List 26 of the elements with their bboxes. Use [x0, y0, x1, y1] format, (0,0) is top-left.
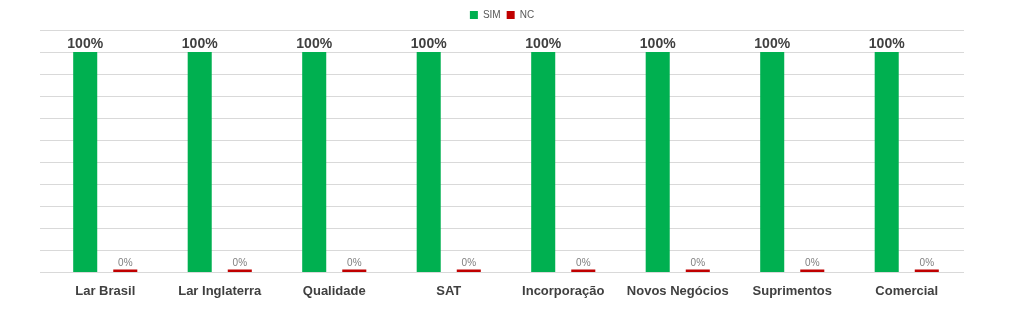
x-tick-label: Suprimentos [752, 282, 832, 298]
x-tick-label: Novos Negócios [626, 282, 729, 298]
data-label: 100% [181, 34, 219, 51]
x-tick-label: Lar Inglaterra [178, 282, 263, 298]
data-label: 0% [461, 257, 477, 269]
data-label: 100% [410, 34, 448, 51]
data-label: 0% [805, 257, 820, 269]
data-label: 100% [754, 34, 791, 51]
x-tick-label: Lar Brasil [75, 282, 136, 298]
data-label: 100% [868, 34, 906, 51]
data-label: 100% [67, 34, 104, 51]
x-tick-label: Qualidade [302, 282, 366, 298]
data-label: 100% [639, 34, 677, 51]
legend-label: SIM [482, 8, 501, 20]
data-label: 100% [525, 34, 562, 51]
x-tick-label: Comercial [875, 282, 939, 298]
x-tick-label: Incorporação [522, 282, 605, 298]
data-label: 0% [576, 257, 591, 269]
data-label: 100% [296, 34, 333, 51]
data-label: 0% [232, 257, 248, 269]
x-tick-label: SAT [436, 282, 462, 298]
legend-label: NC [519, 8, 535, 20]
data-label: 0% [118, 257, 133, 269]
data-label: 0% [347, 257, 362, 269]
data-label: 0% [919, 257, 935, 269]
data-label: 0% [690, 257, 706, 269]
